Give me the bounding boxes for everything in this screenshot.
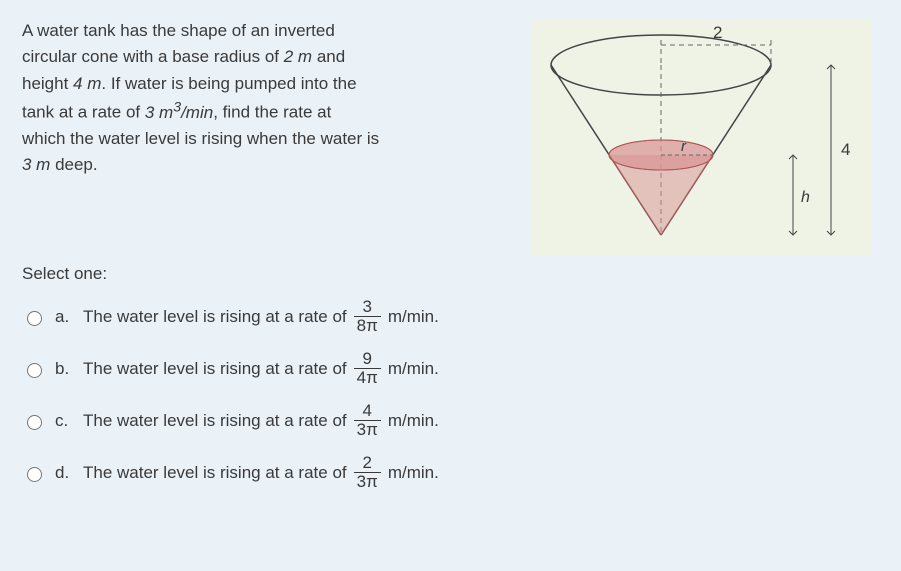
label-outer-height: 4 [841, 140, 850, 159]
radio-a[interactable] [27, 311, 42, 326]
option-letter: c. [55, 411, 73, 431]
q-line4-post: , find the rate at [213, 103, 331, 122]
cone-diagram: 2 r h 4 [531, 20, 871, 255]
option-letter: d. [55, 463, 73, 483]
q-line5: which the water level is rising when the… [22, 129, 379, 148]
option-b[interactable]: b. The water level is rising at a rate o… [22, 344, 879, 394]
fraction: 4 3π [354, 402, 381, 439]
q-line2-pre: circular cone with a base radius of [22, 47, 284, 66]
option-text: The water level is rising at a rate of 9… [83, 350, 439, 387]
height-value: 4 m [73, 74, 101, 93]
fraction: 2 3π [354, 454, 381, 491]
label-h: h [801, 189, 810, 206]
fraction: 9 4π [354, 350, 381, 387]
question-text: A water tank has the shape of an inverte… [22, 18, 527, 179]
depth-value: 3 m [22, 155, 50, 174]
option-letter: a. [55, 307, 73, 327]
q-line3-mid: . If water is being pumped into the [101, 74, 356, 93]
q-line3-pre: height [22, 74, 73, 93]
option-a[interactable]: a. The water level is rising at a rate o… [22, 292, 879, 342]
q-line2-post: and [312, 47, 345, 66]
option-d[interactable]: d. The water level is rising at a rate o… [22, 448, 879, 498]
option-text: The water level is rising at a rate of 3… [83, 298, 439, 335]
radius-value: 2 m [284, 47, 312, 66]
option-letter: b. [55, 359, 73, 379]
label-top-radius: 2 [713, 23, 722, 42]
select-one-prompt: Select one: [22, 264, 879, 284]
radio-c[interactable] [27, 415, 42, 430]
option-c[interactable]: c. The water level is rising at a rate o… [22, 396, 879, 446]
q-line1: A water tank has the shape of an inverte… [22, 21, 335, 40]
radio-d[interactable] [27, 467, 42, 482]
radio-b[interactable] [27, 363, 42, 378]
q-line4-pre: tank at a rate of [22, 103, 145, 122]
option-text: The water level is rising at a rate of 2… [83, 454, 439, 491]
option-text: The water level is rising at a rate of 4… [83, 402, 439, 439]
options-group: a. The water level is rising at a rate o… [22, 292, 879, 498]
rate-value: 3 m3/min [145, 103, 213, 122]
q-line6-post: deep. [50, 155, 97, 174]
fraction: 3 8π [354, 298, 381, 335]
